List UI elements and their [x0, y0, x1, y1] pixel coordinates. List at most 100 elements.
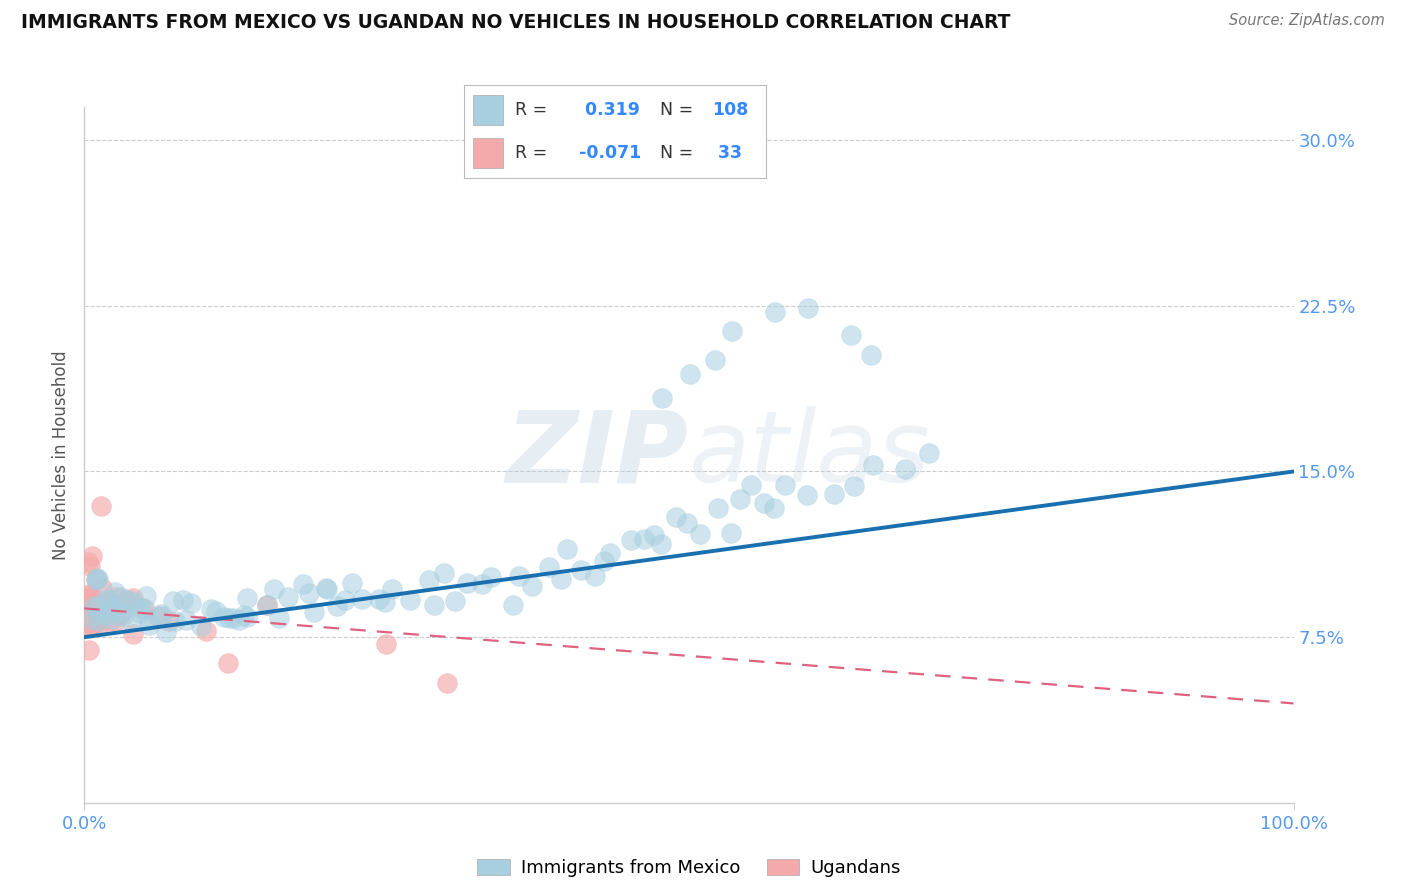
Point	[98, 593, 121, 607]
Point	[456, 576, 478, 591]
Point	[479, 570, 502, 584]
Point	[508, 569, 530, 583]
Point	[728, 491, 751, 506]
Point	[862, 458, 884, 472]
Point	[217, 656, 239, 670]
Point	[128, 606, 150, 620]
Text: Source: ZipAtlas.com: Source: ZipAtlas.com	[1229, 13, 1385, 29]
Point	[316, 582, 339, 597]
Point	[77, 622, 100, 636]
Point	[775, 477, 797, 491]
Point	[165, 615, 187, 629]
Point	[583, 569, 606, 583]
Point	[150, 608, 173, 623]
Point	[79, 559, 101, 574]
Point	[110, 605, 132, 619]
Point	[762, 501, 785, 516]
Point	[135, 589, 157, 603]
Point	[267, 611, 290, 625]
Point	[471, 577, 494, 591]
Point	[83, 602, 105, 616]
Text: R =: R =	[516, 145, 553, 162]
Point	[103, 602, 125, 616]
Point	[111, 608, 134, 623]
Point	[157, 615, 180, 629]
Point	[87, 604, 110, 618]
Point	[134, 601, 156, 615]
Point	[538, 560, 561, 574]
Point	[115, 592, 138, 607]
Point	[502, 598, 524, 612]
Point	[79, 586, 101, 600]
Point	[720, 525, 742, 540]
Point	[422, 598, 444, 612]
Point	[104, 590, 127, 604]
Point	[675, 516, 697, 530]
Point	[86, 601, 108, 615]
Point	[155, 625, 177, 640]
Point	[77, 555, 100, 569]
Point	[138, 613, 160, 627]
Text: -0.071: -0.071	[579, 145, 641, 162]
Point	[620, 533, 643, 547]
Point	[205, 604, 228, 618]
Point	[221, 610, 243, 624]
Point	[122, 591, 145, 606]
Text: 0.319: 0.319	[579, 101, 640, 119]
Point	[599, 546, 621, 560]
Point	[520, 579, 543, 593]
Point	[148, 608, 170, 623]
Point	[218, 610, 240, 624]
Point	[232, 607, 254, 622]
Point	[315, 581, 337, 595]
Point	[84, 572, 107, 586]
Point	[200, 601, 222, 615]
Point	[752, 496, 775, 510]
Point	[82, 549, 104, 564]
Point	[174, 613, 197, 627]
Point	[374, 595, 396, 609]
Point	[367, 591, 389, 606]
Point	[844, 479, 866, 493]
Point	[86, 599, 108, 613]
Point	[707, 501, 730, 516]
Point	[87, 614, 110, 628]
Point	[101, 611, 124, 625]
Point	[110, 590, 132, 604]
Point	[93, 607, 115, 622]
Point	[89, 616, 111, 631]
Text: 33: 33	[711, 145, 742, 162]
Point	[721, 324, 744, 338]
Point	[96, 591, 118, 606]
Point	[86, 597, 108, 611]
Point	[796, 488, 818, 502]
Point	[703, 353, 725, 368]
Point	[97, 592, 120, 607]
Text: N =: N =	[661, 101, 699, 119]
Text: ZIP: ZIP	[506, 407, 689, 503]
Point	[550, 572, 572, 586]
Point	[80, 588, 103, 602]
Point	[84, 574, 107, 588]
Point	[79, 603, 101, 617]
Point	[256, 599, 278, 613]
Point	[121, 627, 143, 641]
Point	[689, 526, 711, 541]
Point	[83, 599, 105, 613]
Point	[77, 599, 100, 614]
Point	[333, 592, 356, 607]
Point	[291, 577, 314, 591]
Point	[75, 591, 97, 605]
Point	[103, 605, 125, 619]
Point	[236, 591, 259, 605]
Point	[839, 327, 862, 342]
Point	[138, 617, 160, 632]
Point	[304, 605, 326, 619]
Point	[436, 675, 458, 690]
Point	[77, 643, 100, 657]
Point	[298, 586, 321, 600]
Point	[76, 591, 98, 606]
Point	[149, 607, 172, 622]
Point	[104, 584, 127, 599]
Text: IMMIGRANTS FROM MEXICO VS UGANDAN NO VEHICLES IN HOUSEHOLD CORRELATION CHART: IMMIGRANTS FROM MEXICO VS UGANDAN NO VEH…	[21, 13, 1011, 32]
